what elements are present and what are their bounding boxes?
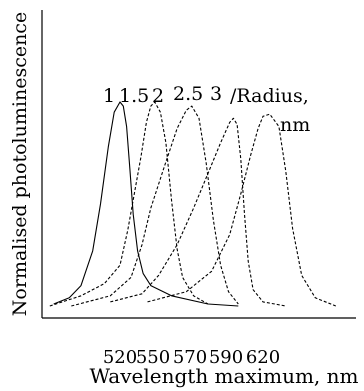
curve-label-2: 2 [152, 85, 164, 107]
x-tick-labels: 520 550 570 590 620 [103, 347, 280, 368]
curve-label-3: 3 [210, 83, 222, 105]
x-tick-label: 620 [246, 347, 280, 368]
series-line-1-5 [49, 101, 209, 307]
curve-label-suffix: /Radius, [230, 85, 309, 107]
series-line-2-5 [110, 117, 286, 307]
x-tick-label: 520 [103, 347, 137, 368]
curve-label-2-5: 2.5 [173, 83, 203, 105]
x-tick-label: 570 [173, 347, 207, 368]
series-line-1 [53, 101, 239, 307]
curve-label-unit: nm [280, 114, 310, 136]
x-axis-label: Wavelength maximum, nm [89, 364, 358, 388]
series-line-3 [147, 113, 337, 307]
series-line-2 [71, 105, 239, 307]
plot-frame [41, 10, 356, 319]
curve-label-1-5: 1.5 [119, 85, 149, 107]
x-tick-label: 550 [136, 347, 170, 368]
curve-label-1: 1 [103, 85, 115, 107]
curve-labels: 1 1.5 2 2.5 3 /Radius, nm [103, 83, 310, 136]
y-axis-label: Normalised photoluminescence [9, 12, 31, 316]
series-lines [49, 101, 337, 307]
x-tick-label: 590 [209, 347, 243, 368]
